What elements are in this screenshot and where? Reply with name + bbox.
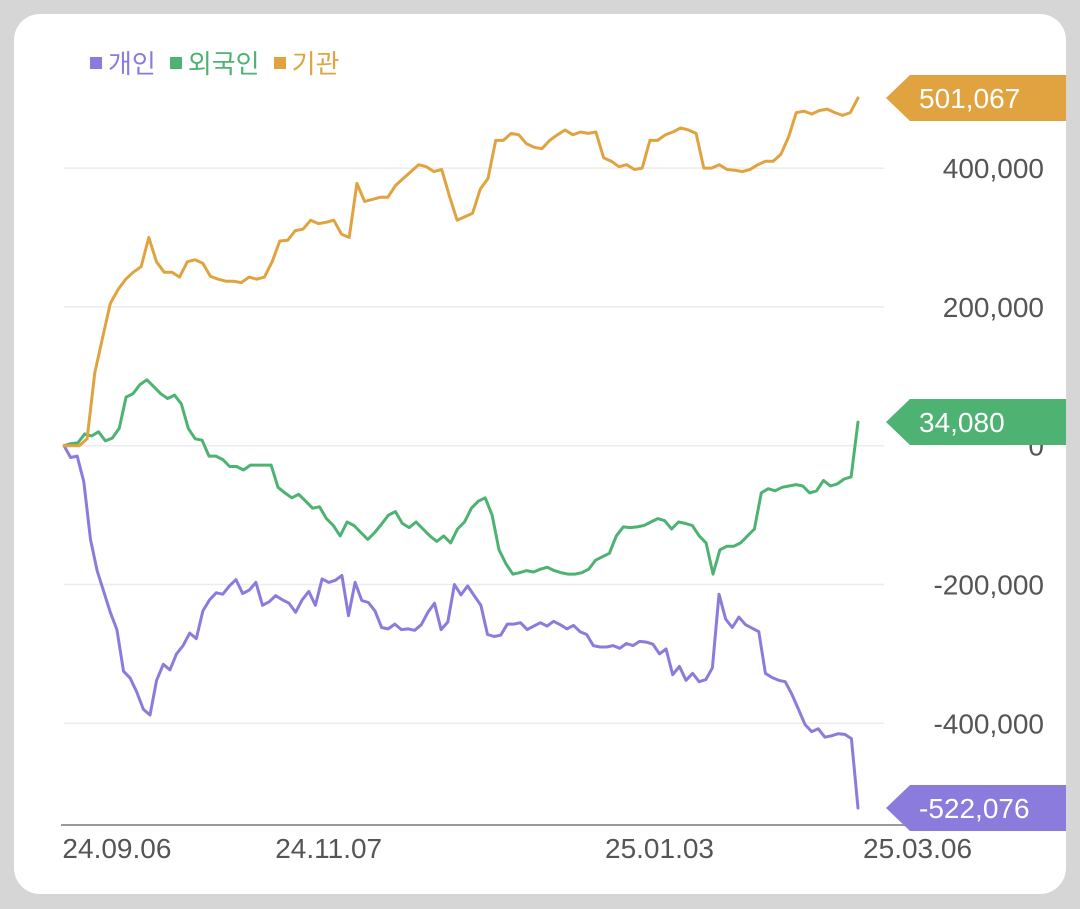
series-line-individual [62, 444, 860, 810]
series-lines [62, 96, 860, 810]
y-tick-label: 200,000 [943, 292, 1044, 323]
badge-shape [886, 75, 1066, 121]
legend: 개인 외국인 기관 [90, 44, 339, 81]
series-line-foreign [62, 378, 860, 576]
legend-label-individual: 개인 [108, 49, 156, 79]
legend-label-institution: 기관 [291, 49, 340, 79]
legend-swatch-institution [273, 56, 286, 69]
x-tick-labels: 24.09.06 24.11.07 25.01.03 25.03.06 [62, 833, 972, 864]
series-line-institution [62, 96, 860, 448]
last-value-badge-individual: -522,076 [886, 785, 1066, 831]
legend-label-foreign: 외국인 [187, 49, 260, 79]
last-value-badge-foreign: 34,080 [886, 399, 1066, 446]
badge-label: 501,067 [919, 83, 1020, 114]
y-tick-label: -400,000 [933, 708, 1044, 739]
legend-item-foreign[interactable]: 외국인 [169, 44, 260, 81]
x-tick-label: 25.03.06 [863, 833, 972, 864]
badge-shape [886, 785, 1066, 831]
x-tick-label: 25.01.03 [605, 833, 714, 864]
x-tick-label: 24.11.07 [275, 833, 382, 864]
legend-item-individual[interactable]: 개인 [90, 44, 156, 81]
legend-item-institution[interactable]: 기관 [273, 44, 340, 81]
chart-card: 개인 외국인 기관 400,000 200,000 0 -200,000 -400,00… [14, 14, 1066, 894]
badge-shape [886, 399, 1066, 446]
badge-label: -522,076 [919, 793, 1030, 824]
y-tick-label: -200,000 [933, 569, 1044, 600]
grid-layer [64, 167, 884, 725]
value-badges: -522,076 34,080 501,067 [886, 75, 1066, 831]
last-value-badge-institution: 501,067 [886, 75, 1066, 121]
y-tick-label: 400,000 [943, 153, 1044, 184]
x-tick-label: 24.09.06 [62, 833, 171, 864]
legend-swatch-foreign [169, 56, 182, 69]
badge-label: 34,080 [919, 407, 1005, 438]
legend-swatch-individual [90, 56, 102, 69]
